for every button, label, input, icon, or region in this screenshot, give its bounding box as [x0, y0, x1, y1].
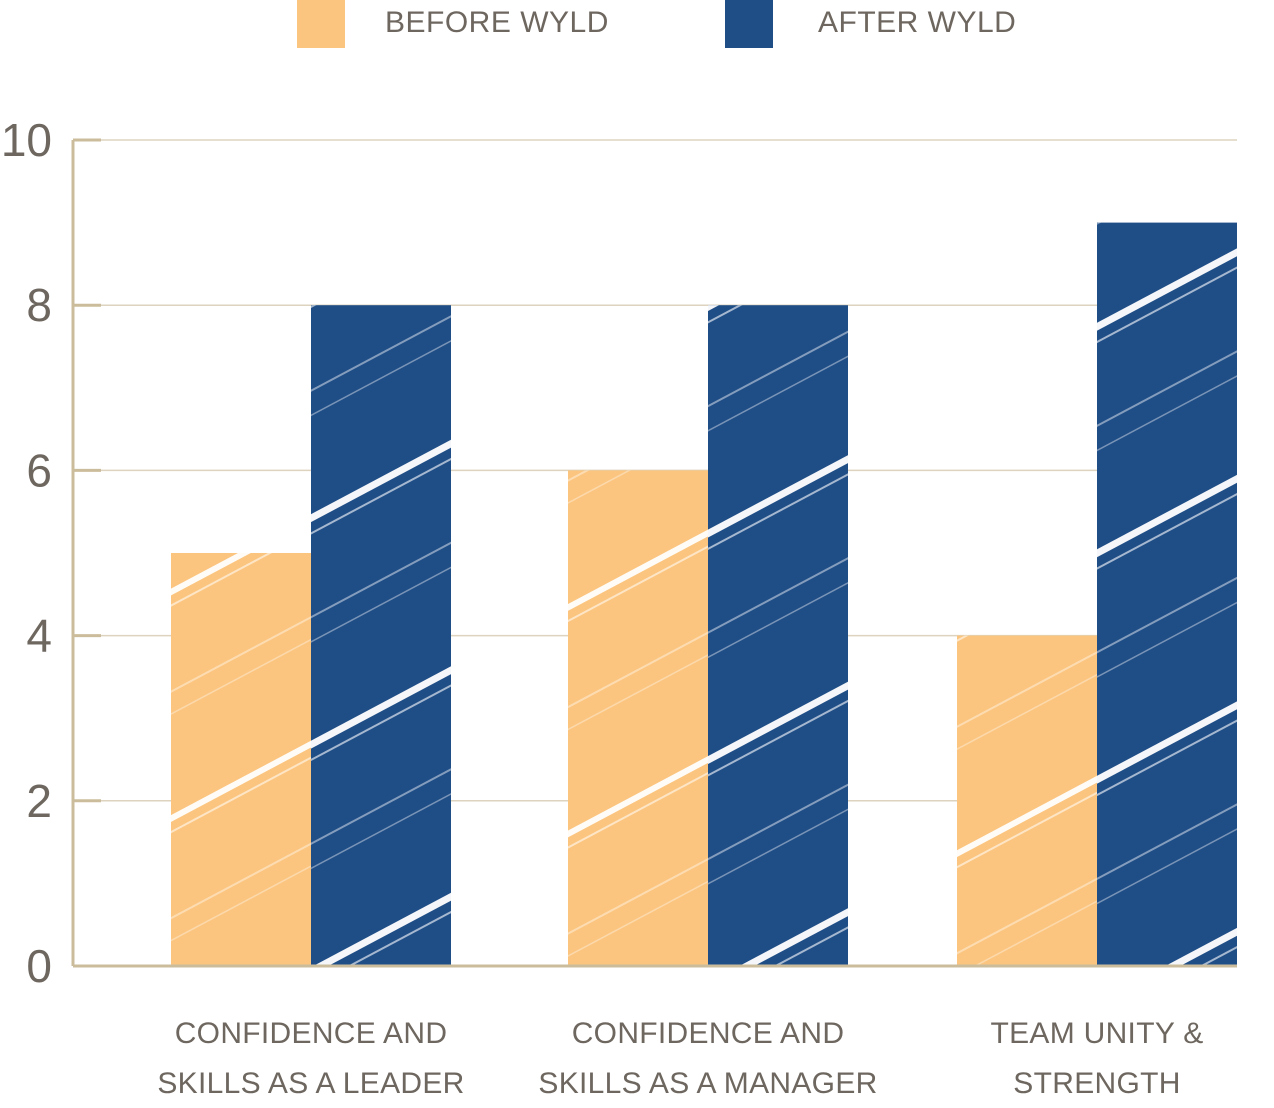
y-tick-label-10: 10 [1, 114, 52, 166]
y-tick-label-6: 6 [26, 444, 52, 496]
category-label-0-line-1: SKILLS AS A LEADER [157, 1067, 464, 1100]
axes [71, 140, 1237, 968]
bar-texture [568, 470, 708, 966]
bar-before-0 [171, 553, 311, 966]
category-label-0-line-0: CONFIDENCE AND [175, 1017, 448, 1050]
legend-swatch-after [725, 0, 773, 48]
bar-after-2 [1097, 222, 1237, 967]
bar-texture [311, 305, 451, 966]
bar-before-1 [568, 470, 708, 966]
legend: BEFORE WYLD AFTER WYLD [297, 0, 1016, 48]
legend-label-after: AFTER WYLD [818, 6, 1016, 39]
category-label-1-line-1: SKILLS AS A MANAGER [538, 1067, 877, 1100]
y-tick-label-0: 0 [26, 940, 52, 992]
bar-texture [708, 305, 848, 966]
category-label-1-line-0: CONFIDENCE AND [572, 1017, 845, 1050]
bar-after-1 [708, 305, 848, 966]
bar-texture [171, 553, 311, 966]
category-label-2-line-0: TEAM UNITY & [990, 1017, 1203, 1050]
y-axis-ticks: 0 2 4 6 8 10 [1, 114, 52, 992]
bars [171, 222, 1237, 967]
category-labels: CONFIDENCE AND SKILLS AS A LEADER CONFIDEN… [157, 1017, 1203, 1100]
y-tick-label-4: 4 [26, 610, 52, 662]
bar-after-0 [311, 305, 451, 966]
legend-label-before: BEFORE WYLD [385, 6, 609, 39]
y-tick-label-2: 2 [26, 775, 52, 827]
y-tick-label-8: 8 [26, 279, 52, 331]
bar-before-2 [957, 635, 1097, 966]
legend-swatch-before [297, 0, 345, 48]
bar-texture [1097, 222, 1237, 967]
category-label-2-line-1: STRENGTH [1013, 1067, 1180, 1100]
bar-texture [957, 635, 1097, 966]
